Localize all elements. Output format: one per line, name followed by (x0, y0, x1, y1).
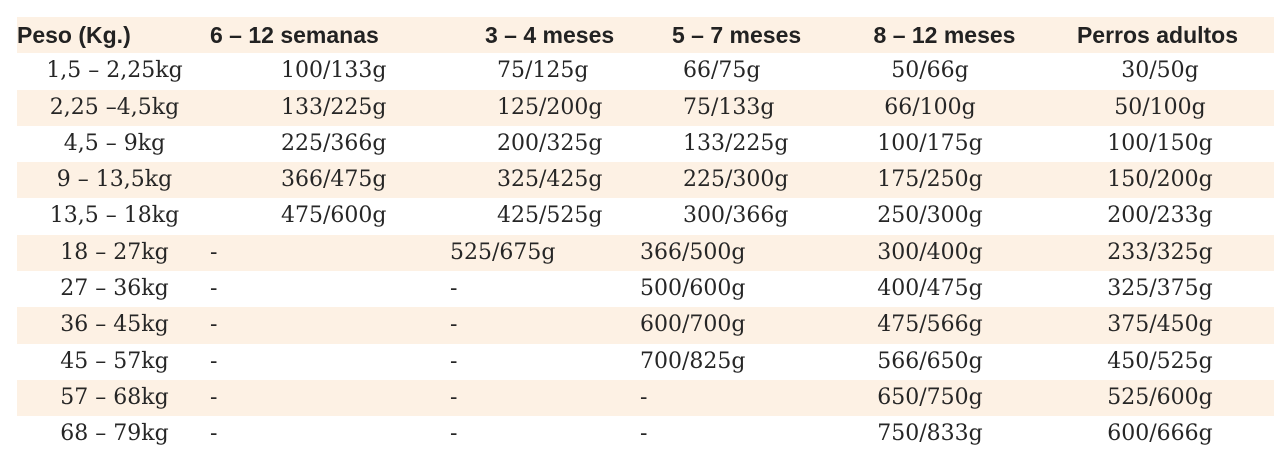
cell-8-12-months: 475/566g (877, 312, 983, 338)
cell-6-12-weeks: 225/366g (281, 130, 387, 156)
cell-5-7-months: 600/700g (640, 312, 746, 338)
cell-adult-dogs: 450/525g (1107, 348, 1213, 374)
cell-weight: 9 – 13,5kg (56, 167, 173, 193)
cell-5-7-months: - (640, 421, 648, 447)
cell-6-12-weeks: - (210, 312, 218, 338)
table-row: 2,25 –4,5kg 133/225g 125/200g 75/133g 66… (17, 89, 1274, 126)
header-3-4-months: 3 – 4 meses (485, 22, 615, 48)
cell-3-4-months: - (450, 384, 458, 410)
table-header: Peso (Kg.) 6 – 12 semanas 3 – 4 meses 5 … (17, 17, 1274, 54)
cell-8-12-months: 175/250g (877, 167, 983, 193)
cell-adult-dogs: 150/200g (1107, 167, 1213, 193)
cell-8-12-months: 66/100g (884, 94, 976, 120)
cell-adult-dogs: 525/600g (1107, 384, 1213, 410)
cell-5-7-months: 500/600g (640, 276, 746, 302)
cell-weight: 18 – 27kg (60, 239, 169, 265)
table-row: 36 – 45kg - - 600/700g 475/566g 375/450g (17, 307, 1274, 344)
cell-8-12-months: 250/300g (877, 203, 983, 229)
cell-6-12-weeks: 133/225g (281, 94, 387, 120)
cell-3-4-months: 75/125g (497, 58, 589, 84)
table-row: 1,5 – 2,25kg 100/133g 75/125g 66/75g 50/… (17, 53, 1274, 89)
table-row: 45 – 57kg - - 700/825g 566/650g 450/525g (17, 344, 1274, 380)
cell-6-12-weeks: - (210, 276, 218, 302)
cell-5-7-months: - (640, 384, 648, 410)
table-row: 9 – 13,5kg 366/475g 325/425g 225/300g 17… (17, 162, 1274, 199)
cell-weight: 27 – 36kg (60, 276, 169, 302)
table-row: 13,5 – 18kg 475/600g 425/525g 300/366g 2… (17, 198, 1274, 234)
cell-8-12-months: 650/750g (877, 384, 983, 410)
cell-3-4-months: 125/200g (497, 94, 603, 120)
table-row: 4,5 – 9kg 225/366g 200/325g 133/225g 100… (17, 126, 1274, 162)
cell-5-7-months: 700/825g (640, 348, 746, 374)
table-row: 18 – 27kg - 525/675g 366/500g 300/400g 2… (17, 234, 1274, 272)
cell-6-12-weeks: - (210, 348, 218, 374)
cell-8-12-months: 300/400g (877, 239, 983, 265)
cell-5-7-months: 300/366g (683, 203, 789, 229)
cell-5-7-months: 75/133g (683, 94, 775, 120)
cell-8-12-months: 400/475g (877, 276, 983, 302)
header-8-12-months: 8 – 12 meses (873, 22, 1016, 48)
cell-3-4-months: - (450, 276, 458, 302)
cell-5-7-months: 366/500g (640, 239, 746, 265)
feeding-table: Peso (Kg.) 6 – 12 semanas 3 – 4 meses 5 … (17, 17, 1274, 453)
header-adult-dogs: Perros adultos (1076, 22, 1239, 48)
header-6-12-weeks: 6 – 12 semanas (210, 22, 379, 48)
table-row: 57 – 68kg - - - 650/750g 525/600g (17, 379, 1274, 417)
cell-3-4-months: - (450, 421, 458, 447)
cell-5-7-months: 133/225g (683, 130, 789, 156)
header-weight: Peso (Kg.) (17, 22, 131, 48)
cell-weight: 68 – 79kg (60, 421, 169, 447)
table-row: 68 – 79kg - - - 750/833g 600/666g (17, 416, 1274, 452)
cell-3-4-months: - (450, 312, 458, 338)
cell-6-12-weeks: 475/600g (281, 203, 387, 229)
cell-adult-dogs: 100/150g (1107, 130, 1213, 156)
cell-6-12-weeks: 100/133g (281, 58, 387, 84)
cell-adult-dogs: 375/450g (1107, 312, 1213, 338)
cell-3-4-months: 425/525g (497, 203, 603, 229)
cell-6-12-weeks: - (210, 384, 218, 410)
cell-3-4-months: 525/675g (450, 239, 556, 265)
cell-adult-dogs: 200/233g (1107, 203, 1213, 229)
cell-3-4-months: 200/325g (497, 130, 603, 156)
cell-6-12-weeks: - (210, 239, 218, 265)
cell-weight: 45 – 57kg (60, 348, 169, 374)
cell-6-12-weeks: 366/475g (281, 167, 387, 193)
cell-weight: 57 – 68kg (60, 384, 169, 410)
cell-weight: 1,5 – 2,25kg (46, 58, 183, 84)
cell-8-12-months: 750/833g (877, 421, 983, 447)
table-row: 27 – 36kg - - 500/600g 400/475g 325/375g (17, 271, 1274, 307)
cell-weight: 36 – 45kg (60, 312, 169, 338)
header-5-7-months: 5 – 7 meses (672, 22, 802, 48)
cell-6-12-weeks: - (210, 421, 218, 447)
cell-adult-dogs: 50/100g (1114, 94, 1206, 120)
cell-weight: 4,5 – 9kg (63, 130, 166, 156)
cell-8-12-months: 50/66g (891, 58, 969, 84)
cell-adult-dogs: 30/50g (1121, 58, 1199, 84)
cell-5-7-months: 225/300g (683, 167, 789, 193)
cell-5-7-months: 66/75g (683, 58, 761, 84)
cell-3-4-months: 325/425g (497, 167, 603, 193)
cell-adult-dogs: 600/666g (1107, 421, 1213, 447)
cell-weight: 2,25 –4,5kg (49, 94, 180, 120)
cell-8-12-months: 566/650g (877, 348, 983, 374)
cell-adult-dogs: 233/325g (1107, 239, 1213, 265)
cell-8-12-months: 100/175g (877, 130, 983, 156)
cell-adult-dogs: 325/375g (1107, 276, 1213, 302)
cell-3-4-months: - (450, 348, 458, 374)
cell-weight: 13,5 – 18kg (49, 203, 180, 229)
